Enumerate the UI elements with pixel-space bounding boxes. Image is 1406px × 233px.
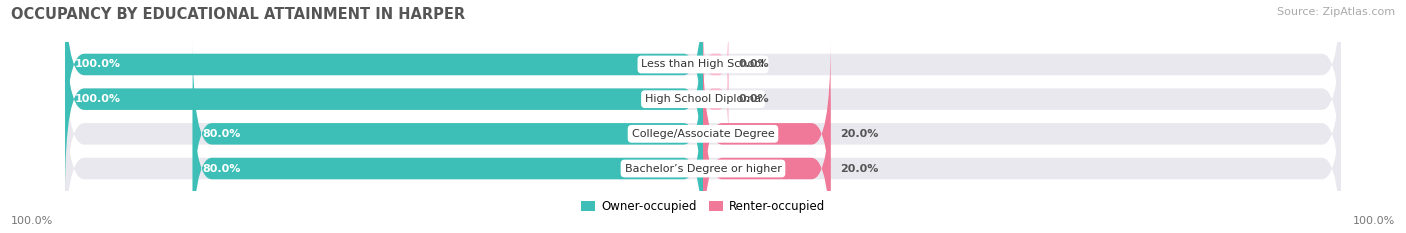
Text: College/Associate Degree: College/Associate Degree [631,129,775,139]
Text: 0.0%: 0.0% [738,94,769,104]
Text: 20.0%: 20.0% [841,129,879,139]
FancyBboxPatch shape [703,75,831,233]
Text: 80.0%: 80.0% [202,164,240,174]
FancyBboxPatch shape [65,0,703,158]
FancyBboxPatch shape [65,41,1341,227]
FancyBboxPatch shape [65,0,1341,158]
FancyBboxPatch shape [65,6,703,192]
Text: 100.0%: 100.0% [75,94,121,104]
Text: OCCUPANCY BY EDUCATIONAL ATTAINMENT IN HARPER: OCCUPANCY BY EDUCATIONAL ATTAINMENT IN H… [11,7,465,22]
Text: 100.0%: 100.0% [11,216,53,226]
FancyBboxPatch shape [703,58,728,140]
Text: Less than High School: Less than High School [641,59,765,69]
Text: 20.0%: 20.0% [841,164,879,174]
FancyBboxPatch shape [65,6,1341,192]
Text: 0.0%: 0.0% [738,59,769,69]
Text: 100.0%: 100.0% [75,59,121,69]
Text: Source: ZipAtlas.com: Source: ZipAtlas.com [1277,7,1395,17]
Text: 100.0%: 100.0% [1353,216,1395,226]
FancyBboxPatch shape [703,23,728,106]
FancyBboxPatch shape [193,41,703,227]
Text: 80.0%: 80.0% [202,129,240,139]
FancyBboxPatch shape [193,75,703,233]
FancyBboxPatch shape [65,75,1341,233]
Text: Bachelor’s Degree or higher: Bachelor’s Degree or higher [624,164,782,174]
Text: High School Diploma: High School Diploma [645,94,761,104]
FancyBboxPatch shape [703,41,831,227]
Legend: Owner-occupied, Renter-occupied: Owner-occupied, Renter-occupied [576,195,830,218]
